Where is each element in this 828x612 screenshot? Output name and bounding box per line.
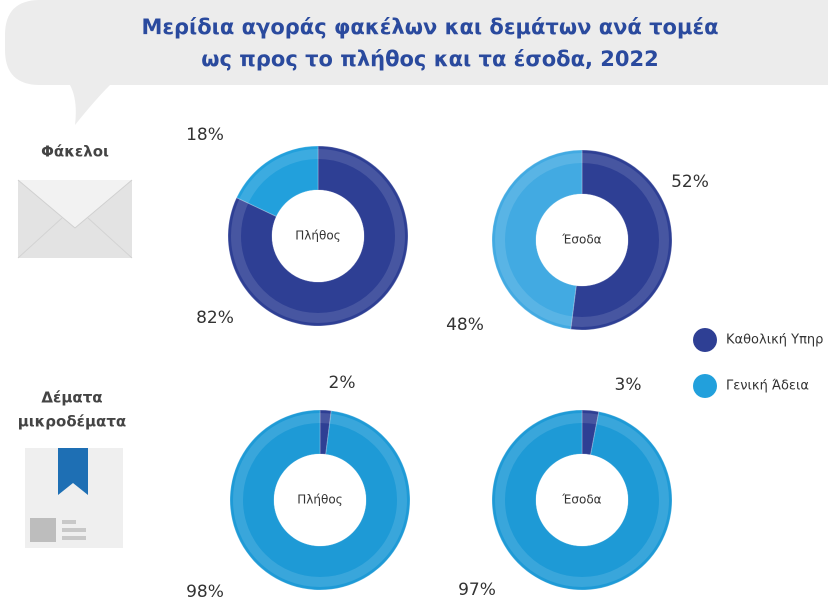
ring-highlight xyxy=(231,149,405,323)
center-label: Έσοδα xyxy=(561,233,601,247)
legend-label: Γενική Άδεια xyxy=(726,379,809,394)
center-label: Πλήθος xyxy=(295,229,340,243)
center-label: Έσοδα xyxy=(561,493,601,507)
value-label: 52% xyxy=(671,172,709,192)
package-icon xyxy=(25,448,123,548)
envelope-icon xyxy=(17,179,133,259)
ring-highlight xyxy=(495,413,669,587)
donut-hole xyxy=(536,454,628,546)
row-label: Δέματα xyxy=(41,389,102,407)
value-label: 3% xyxy=(615,375,642,395)
value-label: 98% xyxy=(186,582,224,602)
donut-hole xyxy=(272,190,364,282)
donut-hole xyxy=(536,194,628,286)
legend-swatch xyxy=(693,328,717,352)
donut-hole xyxy=(274,454,366,546)
row-label: Φάκελοι xyxy=(41,143,109,161)
center-label: Πλήθος xyxy=(297,493,342,507)
legend-swatch xyxy=(693,374,717,398)
legend-label: Καθολική Υπηρ xyxy=(726,333,823,348)
speech-bubble xyxy=(5,0,828,125)
value-label: 18% xyxy=(186,125,224,145)
value-label: 97% xyxy=(458,580,496,600)
value-label: 82% xyxy=(196,308,234,328)
value-label: 48% xyxy=(446,315,484,335)
ring-highlight xyxy=(233,413,407,587)
row-label: μικροδέματα xyxy=(18,413,126,431)
title-line: ως προς το πλήθος και τα έσοδα, 2022 xyxy=(201,47,659,71)
value-label: 2% xyxy=(329,373,356,393)
ring-highlight xyxy=(495,153,669,327)
title-line: Μερίδια αγοράς φακέλων και δεμάτων ανά τ… xyxy=(141,15,718,39)
